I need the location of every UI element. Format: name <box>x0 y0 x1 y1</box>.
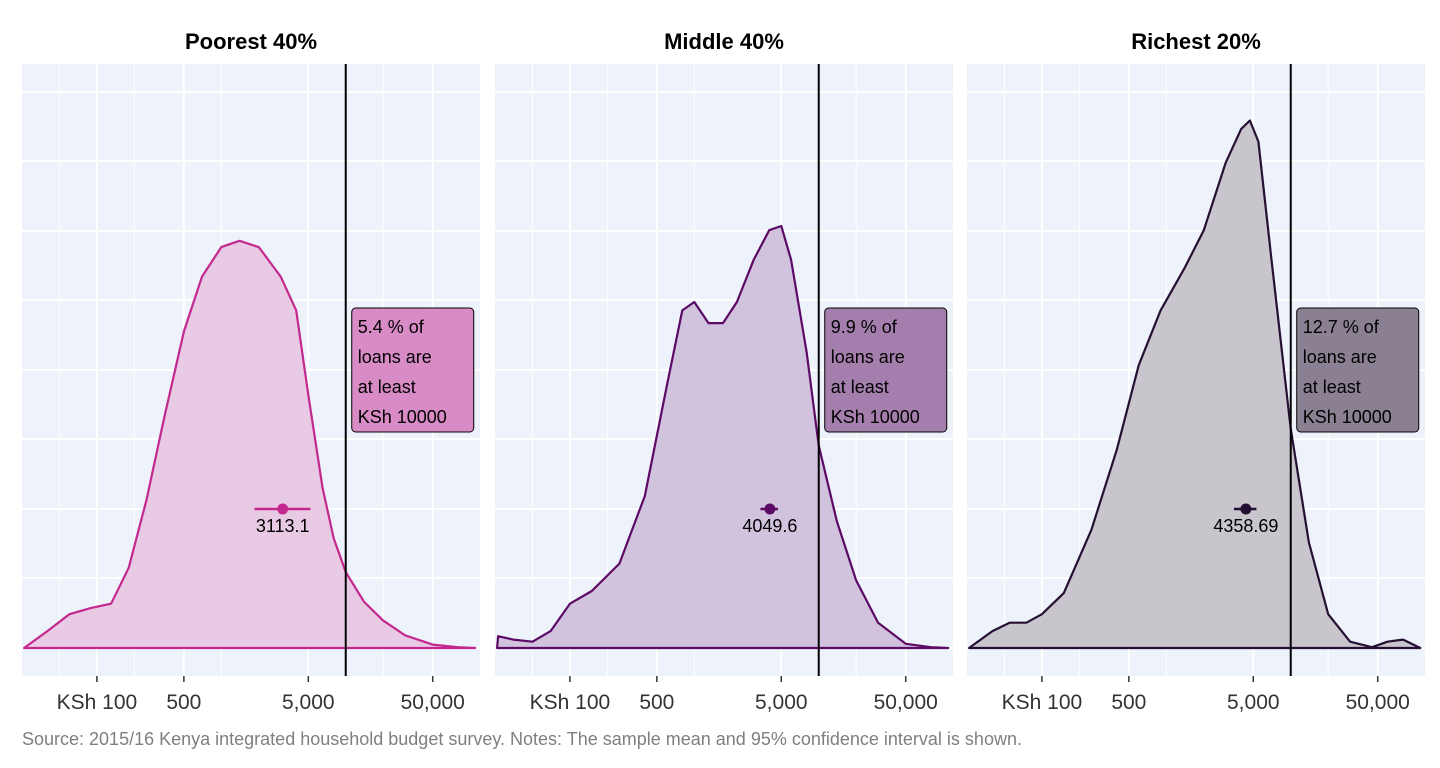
annotation-text: at least <box>358 377 416 397</box>
density-area <box>496 224 950 650</box>
mean-label: 4049.6 <box>742 516 797 536</box>
x-tick-label: 500 <box>1111 691 1146 714</box>
x-tick-label: 50,000 <box>874 691 938 714</box>
x-tick-label: 50,000 <box>401 691 465 714</box>
source-caption: Source: 2015/16 Kenya integrated househo… <box>22 729 1022 749</box>
annotation-text: 5.4 % of <box>358 317 425 337</box>
annotation-box <box>351 307 475 433</box>
mean-point <box>1240 503 1252 515</box>
x-tick-label: KSh 100 <box>530 691 611 714</box>
x-tick-label: KSh 100 <box>57 691 138 714</box>
x-tick-label: 500 <box>166 691 201 714</box>
x-tick-label: KSh 100 <box>1002 691 1083 714</box>
annotation-text: 12.7 % of <box>1303 317 1380 337</box>
annotation-text: KSh 10000 <box>1303 407 1392 427</box>
x-tick-label: 5,000 <box>282 691 335 714</box>
panel-title: Richest 20% <box>1131 29 1261 54</box>
x-tick-label: 500 <box>639 691 674 714</box>
annotation-text: loans are <box>358 347 432 367</box>
mean-point <box>277 503 289 515</box>
annotation-text: loans are <box>1303 347 1377 367</box>
annotation-text: KSh 10000 <box>831 407 920 427</box>
annotation-box <box>824 307 948 433</box>
density-area <box>968 119 1422 650</box>
annotation-text: KSh 10000 <box>358 407 447 427</box>
mean-point <box>764 503 776 515</box>
x-tick-label: 50,000 <box>1346 691 1410 714</box>
annotation-text: 9.9 % of <box>831 317 898 337</box>
mean-label: 4358.69 <box>1213 516 1278 536</box>
annotation-text: loans are <box>831 347 905 367</box>
x-tick-label: 5,000 <box>755 691 808 714</box>
mean-label: 3113.1 <box>256 516 310 536</box>
annotation-text: at least <box>831 377 889 397</box>
x-tick-label: 5,000 <box>1227 691 1280 714</box>
annotation-box <box>1296 307 1420 433</box>
annotation-text: at least <box>1303 377 1361 397</box>
panel-title: Middle 40% <box>664 29 784 54</box>
panel-title: Poorest 40% <box>185 29 317 54</box>
density-area <box>23 239 477 650</box>
